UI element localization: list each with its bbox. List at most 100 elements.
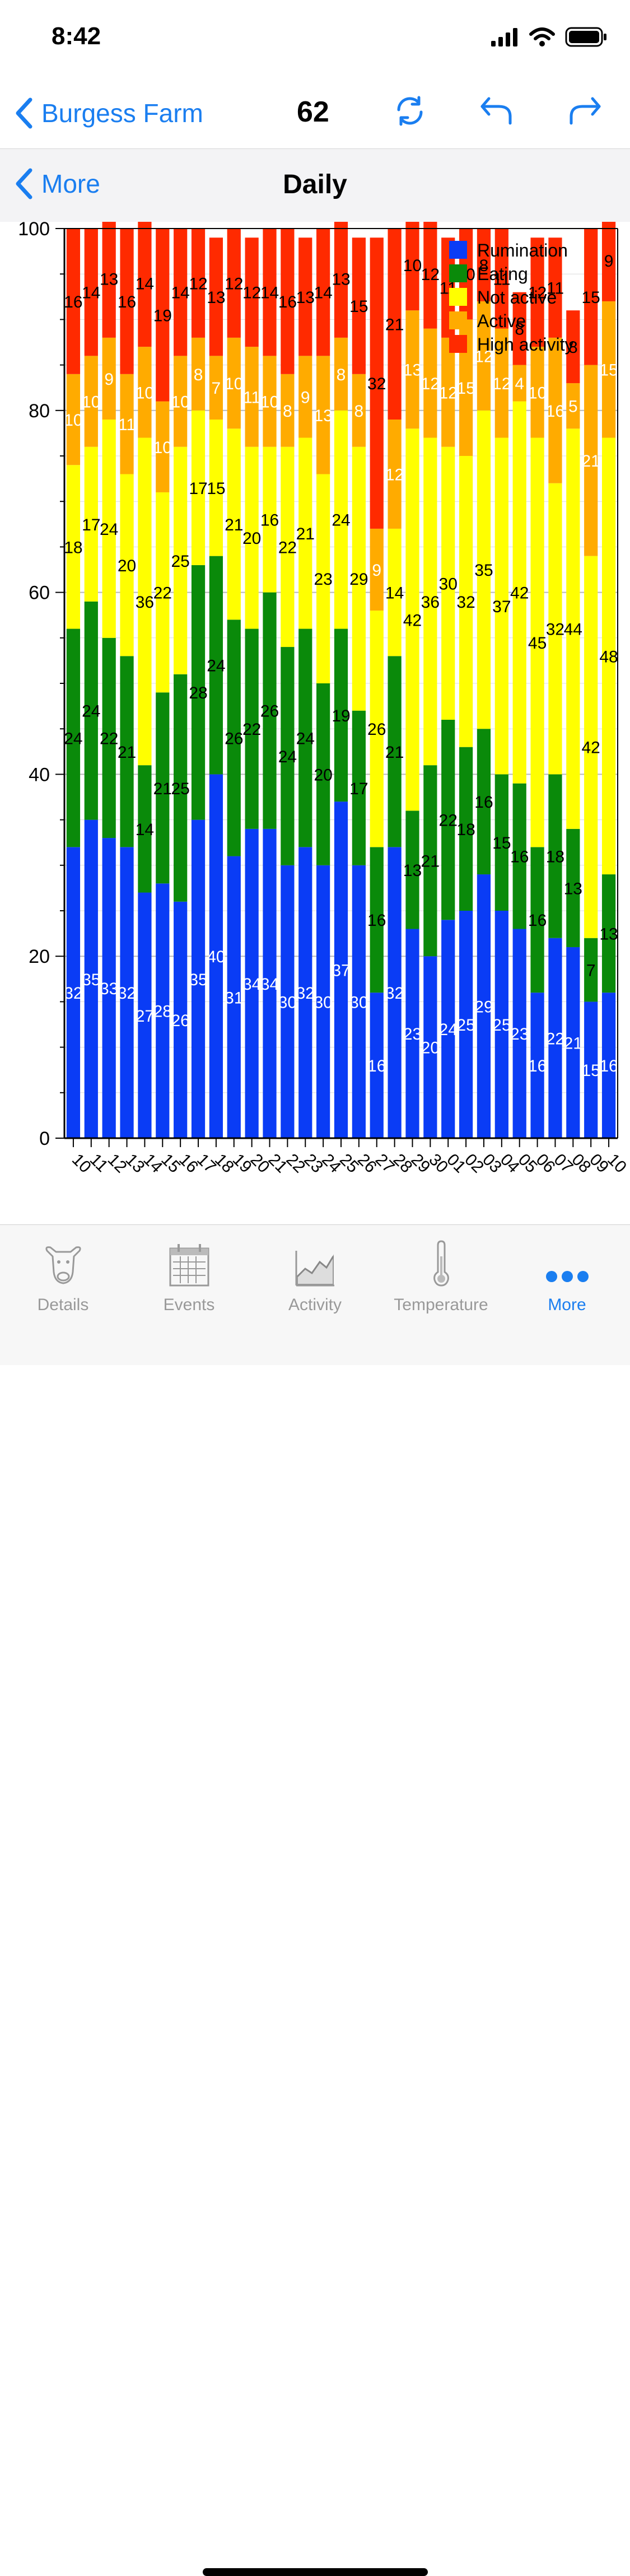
tab-activity[interactable]: Activity [252,1236,378,1315]
bar-value-label: 37 [492,598,511,616]
bar-segment [245,237,259,347]
tab-more[interactable]: More [504,1236,630,1315]
bar-segment [530,347,544,438]
tab-details[interactable]: Details [0,1236,126,1315]
bar-segment [191,229,206,338]
bar-segment [245,828,259,1138]
bar-segment [102,420,116,638]
bar-value-label: 29 [349,570,368,589]
tab-more-label: More [548,1296,586,1314]
y-tick-label: 60 [29,583,50,604]
bar-segment [512,783,526,929]
bar-segment [370,237,384,529]
bar-value-label: 34 [242,975,261,994]
bar-value-label: 34 [260,975,279,994]
bar-value-label: 10 [153,439,172,457]
bar-value-label: 11 [118,416,136,434]
bar-segment [601,874,616,993]
battery-icon [565,27,606,47]
bar-segment [298,356,312,438]
y-tick-label: 80 [29,400,50,422]
bar-value-label: 4 [515,375,524,393]
legend-label: Eating [477,264,528,284]
bar-segment [530,847,544,993]
bar-segment [174,446,188,674]
bar-value-label: 12 [474,347,493,366]
redo-icon[interactable] [567,93,603,129]
tab-activity-label: Activity [288,1296,342,1314]
bar-value-label: 10 [528,384,547,402]
bar-segment [66,628,81,847]
bar-value-label: 42 [510,584,529,603]
bar-value-label: 25 [171,552,189,571]
bar-segment [601,993,616,1138]
bar-value-label: 37 [332,962,350,980]
cow-icon [45,1246,81,1284]
bar-segment [174,356,188,447]
bar-segment [388,528,402,656]
bar-value-label: 23 [403,1025,422,1044]
back-to-more-button[interactable]: More [13,167,100,201]
bar-value-label: 19 [332,707,350,725]
bar-value-label: 20 [242,529,261,548]
bar-segment [227,229,241,338]
bar-value-label: 13 [314,407,332,425]
tab-temperature[interactable]: Temperature [378,1236,504,1315]
bar-value-label: 23 [314,570,332,589]
bar-segment [120,229,134,374]
bar-value-label: 13 [296,288,315,307]
bar-segment [548,337,562,483]
bar-value-label: 12 [528,284,547,302]
bar-value-label: 18 [456,821,475,839]
tab-events[interactable]: Events [126,1236,252,1315]
bar-segment [281,446,295,648]
bar-segment [512,929,526,1138]
bar-segment [227,856,241,1138]
bar-value-label: 21 [582,452,600,471]
bar-segment [102,337,116,420]
bar-value-label: 14 [314,284,332,302]
bar-value-label: 25 [456,1016,475,1035]
bar-segment [388,229,402,420]
bar-value-label: 8 [568,338,578,357]
bar-value-label: 13 [100,270,118,288]
bar-value-label: 8 [515,320,524,339]
bar-value-label: 16 [599,1057,618,1075]
bar-segment [370,611,384,847]
bar-value-label: 45 [528,634,547,653]
bar-value-label: 15 [492,834,511,853]
bar-segment [352,237,366,374]
bar-value-label: 12 [242,284,261,302]
x-tick-label: 10 [604,1150,630,1177]
bar-segment [156,883,170,1138]
bar-segment [138,222,152,347]
bar-segment [245,347,259,447]
bar-value-label: 35 [474,561,493,580]
bar-segment [191,819,206,1138]
bar-value-label: 16 [510,848,529,867]
undo-icon[interactable] [479,93,515,129]
bar-value-label: 32 [367,375,386,393]
bar-segment [174,901,188,1138]
bar-value-label: 22 [546,1030,564,1048]
bar-segment [156,229,170,402]
bar-segment [84,601,98,820]
bar-value-label: 30 [314,993,332,1012]
bar-segment [477,301,491,411]
bar-value-label: 17 [82,516,100,534]
bar-value-label: 30 [278,993,297,1012]
bar-segment [584,229,598,365]
bar-segment [298,237,312,356]
bar-segment [66,847,81,1138]
bar-value-label: 22 [100,729,118,748]
back-to-farm-button[interactable]: Burgess Farm [13,96,203,130]
animal-number: 62 [297,96,329,128]
bar-segment [298,437,312,629]
bar-segment [441,446,455,720]
y-tick-label: 0 [39,1128,50,1149]
bar-value-label: 35 [82,971,100,989]
refresh-icon[interactable] [392,93,428,129]
bar-value-label: 33 [100,980,118,998]
bar-value-label: 9 [104,370,114,389]
bar-value-label: 8 [337,366,346,384]
